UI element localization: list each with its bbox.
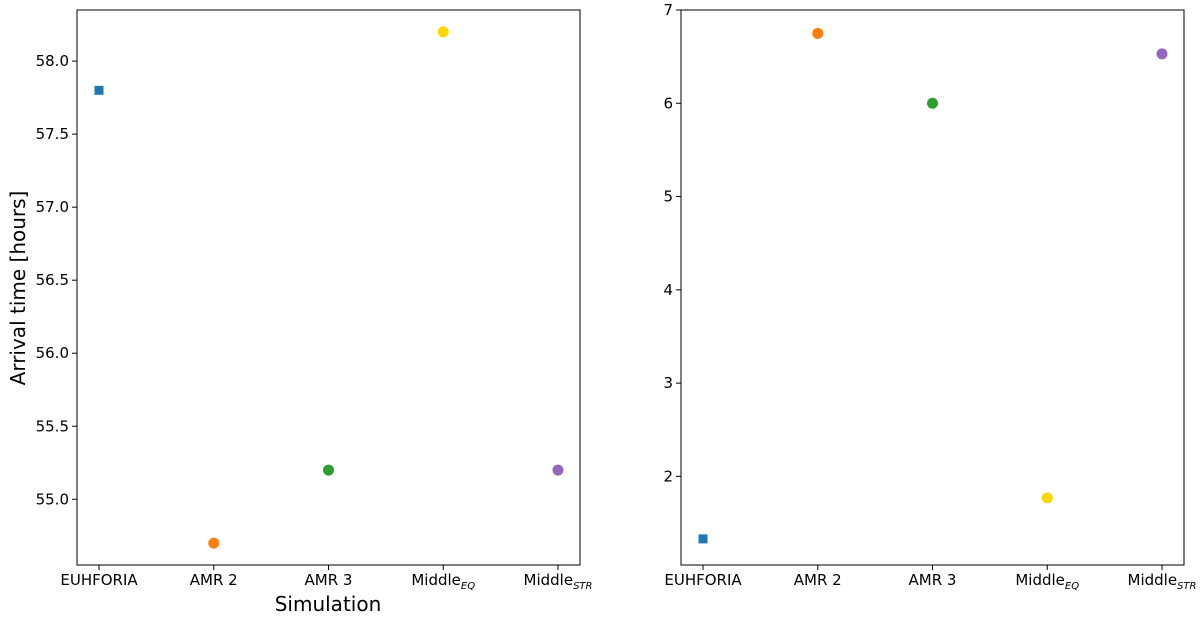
x-tick-label: MiddleEQ [411, 571, 475, 592]
y-tick-label: 3 [663, 374, 673, 392]
x-tick-label-subscript: STR [573, 581, 592, 592]
x-tick-label-base: EUHFORIA [60, 571, 138, 589]
y-tick-label: 55.0 [36, 490, 69, 508]
y-tick-label: 58.0 [36, 52, 69, 70]
y-tick-label: 6 [663, 94, 673, 112]
x-tick-label-base: AMR 2 [190, 571, 238, 589]
x-tick-label: EUHFORIA [664, 571, 742, 589]
x-tick-label: MiddleSTR [1128, 571, 1197, 592]
y-tick-label: 56.5 [36, 271, 69, 289]
x-tick-label: AMR 3 [909, 571, 957, 589]
x-tick-label-base: AMR 3 [305, 571, 353, 589]
x-tick-label-base: AMR 2 [794, 571, 842, 589]
data-point [1041, 492, 1053, 504]
y-tick-label: 56.0 [36, 344, 69, 362]
right-data-points [698, 27, 1168, 544]
x-tick-label: MiddleSTR [524, 571, 593, 592]
data-point [437, 26, 449, 38]
data-point [927, 97, 938, 109]
data-point [698, 534, 708, 544]
y-tick-label: 57.5 [36, 125, 69, 143]
x-tick-label-base: Middle [1128, 571, 1178, 589]
y-tick-label: 4 [663, 281, 673, 299]
left-plot-frame [76, 9, 581, 566]
y-tick-label: 5 [663, 188, 673, 206]
x-tick-label-base: AMR 3 [909, 571, 957, 589]
x-tick-label-subscript: EQ [1065, 581, 1079, 592]
x-tick-label: AMR 3 [305, 571, 353, 589]
x-tick-label: EUHFORIA [60, 571, 138, 589]
left-data-points [94, 26, 564, 549]
data-point [1156, 48, 1168, 60]
x-tick-label-base: Middle [411, 571, 461, 589]
data-point [208, 537, 220, 549]
y-tick-label: 57.0 [36, 198, 69, 216]
left-y-axis-title: Arrival time [hours] [6, 191, 30, 386]
left-panel: 55.0 55.5 56.0 56.5 57.0 57.5 58.0 EUHFORIA AMR… [6, 9, 592, 616]
left-x-axis-title: Simulation [275, 592, 382, 616]
data-point [323, 464, 334, 476]
x-tick-label: MiddleEQ [1015, 571, 1079, 592]
x-tick-label-subscript: STR [1177, 581, 1196, 592]
right-plot-frame [680, 9, 1185, 566]
x-tick-label-base: Middle [1015, 571, 1065, 589]
x-tick-label-base: EUHFORIA [664, 571, 742, 589]
right-y-axis: 2 3 4 5 6 7 [663, 1, 681, 485]
x-tick-label-subscript: EQ [461, 581, 475, 592]
data-point [94, 85, 104, 95]
left-x-axis: EUHFORIA AMR 2 AMR 3 MiddleEQ MiddleSTR [60, 565, 592, 592]
x-tick-label: AMR 2 [794, 571, 842, 589]
x-tick-label-base: Middle [524, 571, 574, 589]
y-tick-label: 55.5 [36, 417, 69, 435]
y-tick-label: 7 [663, 1, 673, 19]
left-y-axis: 55.0 55.5 56.0 56.5 57.0 57.5 58.0 [36, 52, 77, 508]
right-x-axis: EUHFORIA AMR 2 AMR 3 MiddleEQ MiddleSTR [664, 565, 1196, 592]
x-tick-label: AMR 2 [190, 571, 238, 589]
data-point [812, 27, 824, 39]
y-tick-label: 2 [663, 467, 673, 485]
data-point [552, 464, 564, 476]
